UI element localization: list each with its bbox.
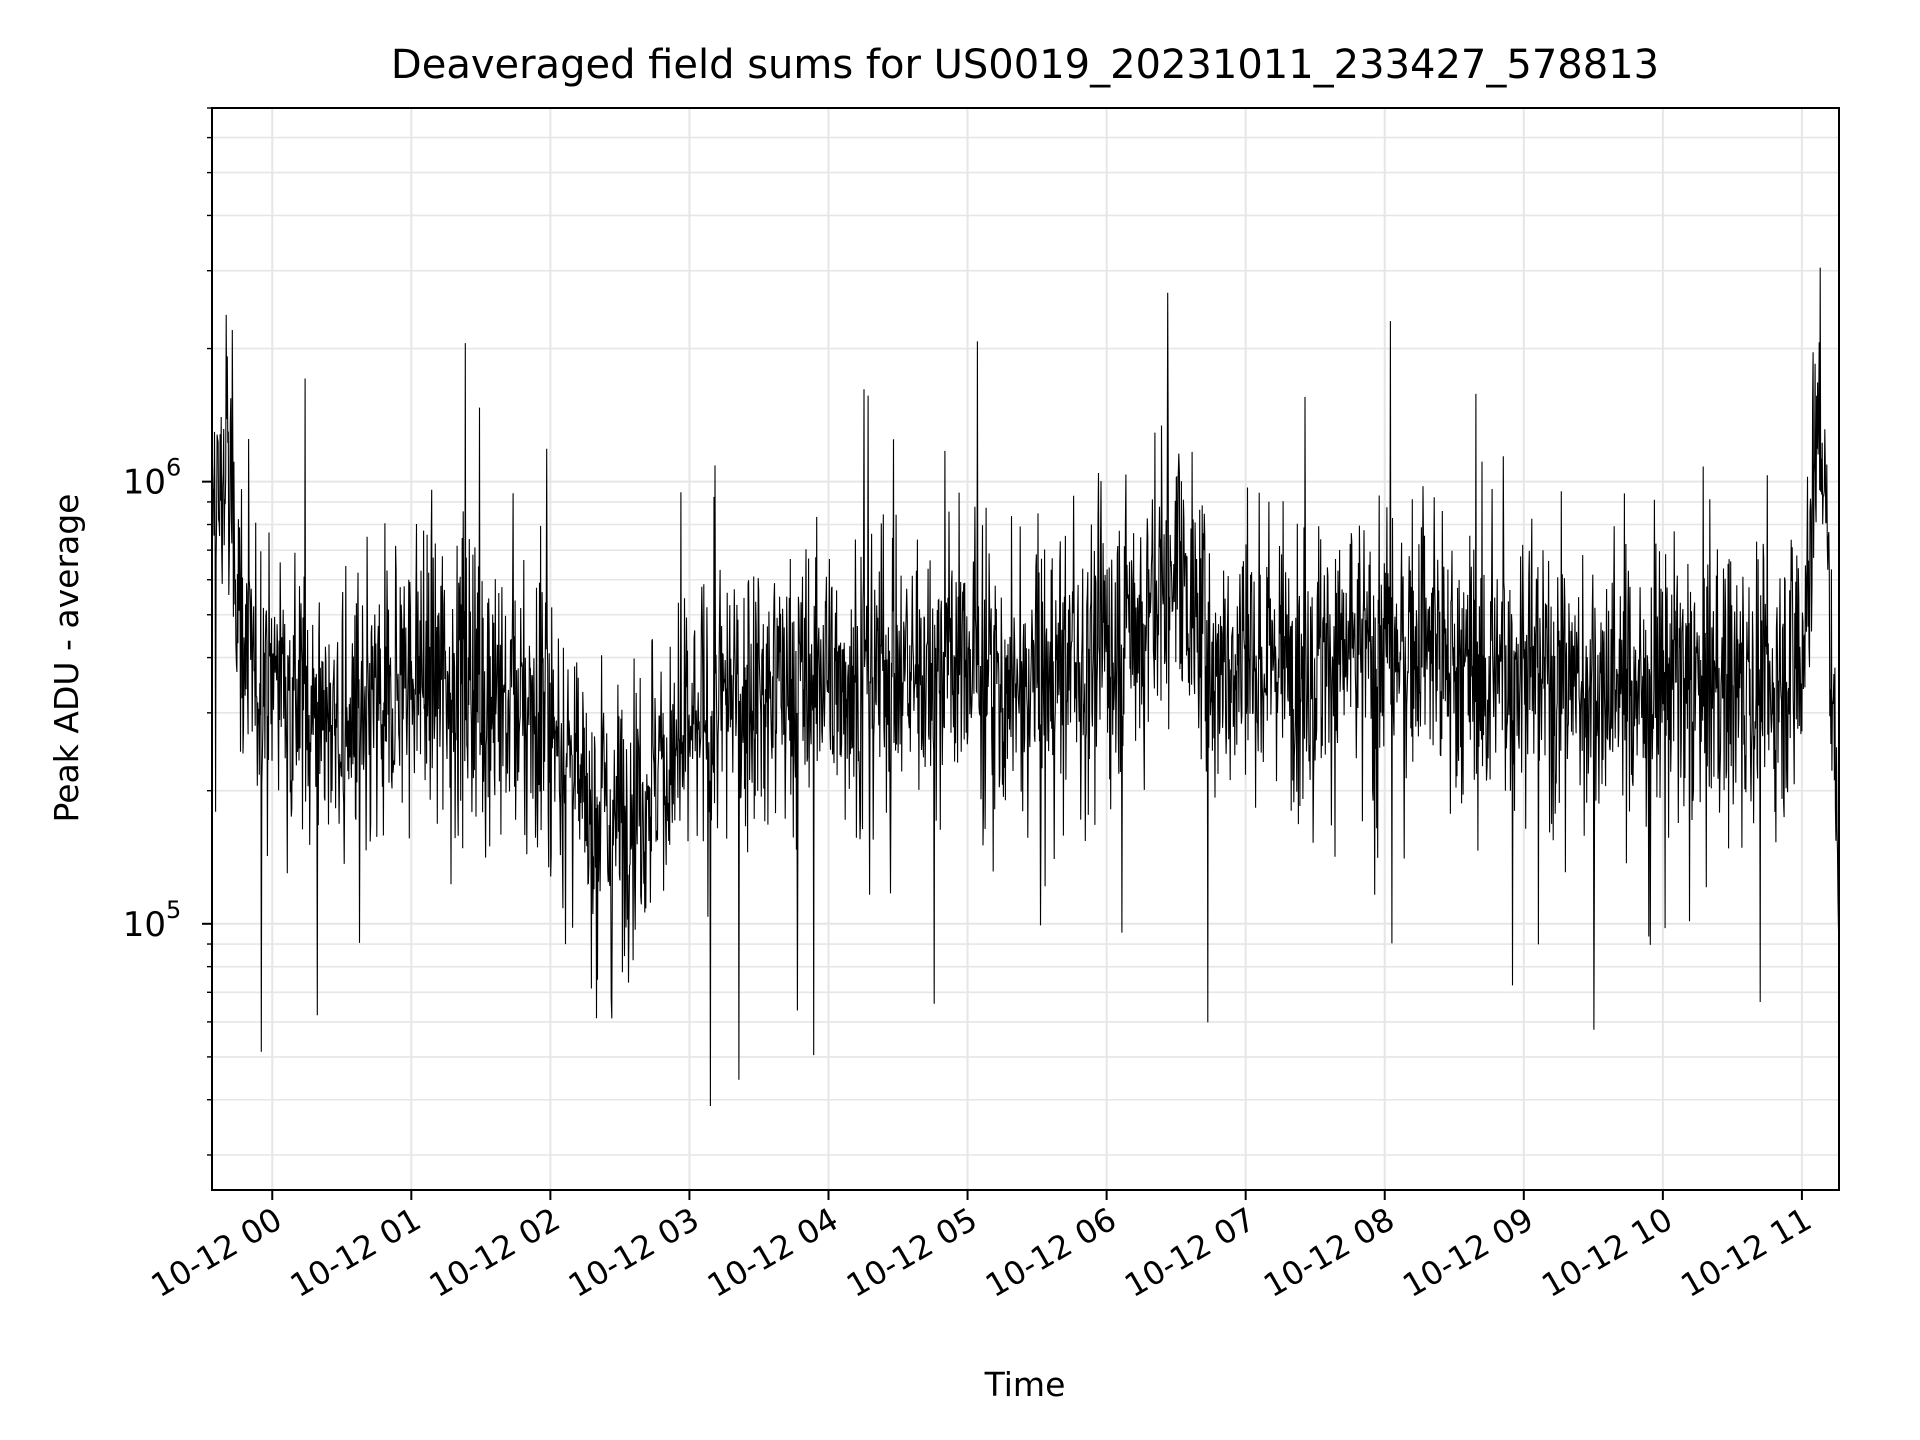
y-tick-label: 10	[123, 905, 166, 945]
x-axis-label: Time	[984, 1365, 1066, 1404]
y-tick-label: 10	[123, 463, 166, 503]
y-tick-exponent: 5	[166, 896, 181, 924]
y-axis-label: Peak ADU - average	[47, 494, 86, 823]
series-line	[211, 267, 1840, 1107]
plot-frame	[211, 107, 1840, 1191]
chart-title: Deaveraged field sums for US0019_2023101…	[391, 42, 1659, 88]
series-layer	[211, 267, 1840, 1107]
y-tick-exponent: 6	[166, 454, 181, 482]
